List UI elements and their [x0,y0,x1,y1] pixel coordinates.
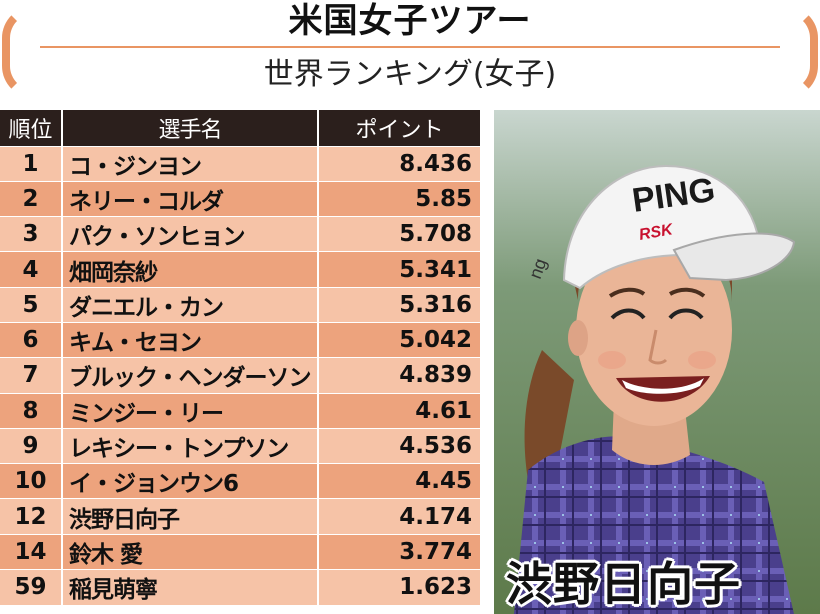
player-name-cell: パク・ソンヒョン [62,216,319,252]
points-cell: 4.174 [318,498,480,535]
points-cell: 5.708 [318,216,480,252]
points-cell: 4.536 [318,427,480,464]
rank-cell: 8 [0,392,63,429]
ranking-table: 順位 選手名 ポイント 1 コ・ジンヨン 8.436 2 ネリー・コルダ 5.8… [0,110,480,605]
rank-cell: 1 [0,145,63,182]
table-row: 3 パク・ソンヒョン 5.708 [0,216,480,252]
points-cell: 4.61 [318,392,480,429]
cap-brim [672,232,796,282]
right-cheek [688,351,716,369]
table-row: 7 ブルック・ヘンダーソン 4.839 [0,357,480,394]
points-cell: 4.45 [318,463,480,499]
points-cell: 8.436 [318,145,480,182]
points-cell: 5.85 [318,180,480,217]
player-name-cell: イ・ジョンウン6 [62,463,319,499]
table-row: 59 稲見萌寧 1.623 [0,569,480,605]
page-title: 米国女子ツアー [288,1,532,41]
player-name-cell: 稲見萌寧 [62,569,319,605]
table-row: 8 ミンジー・リー 4.61 [0,392,480,429]
table-header-row: 順位 選手名 ポイント [0,110,480,146]
points-cell: 1.623 [318,569,480,605]
photo-caption: 渋野日向子 [506,557,741,611]
table-row: 5 ダニエル・カン 5.316 [0,286,480,323]
rank-cell: 10 [0,463,63,499]
cap-sponsor-text: RSK [638,221,676,244]
table-row: 6 キム・セヨン 5.042 [0,321,480,358]
player-name-cell: 鈴木 愛 [62,533,319,570]
player-name-cell: ネリー・コルダ [62,180,319,217]
rank-cell: 5 [0,286,63,323]
rank-cell: 6 [0,321,63,358]
points-cell: 5.042 [318,321,480,358]
player-photo-illustration: PING RSK ng [494,110,820,614]
points-cell: 5.341 [318,251,480,288]
player-name-cell: ミンジー・リー [62,392,319,429]
rank-cell: 4 [0,251,63,288]
left-bracket-decoration [2,6,34,98]
table-row: 10 イ・ジョンウン6 4.45 [0,463,480,499]
header: 米国女子ツアー 世界ランキング(女子) [0,0,820,108]
rank-cell: 12 [0,498,63,535]
ear [568,320,588,356]
right-eye [668,308,704,320]
player-name-cell: コ・ジンヨン [62,145,319,182]
header-name: 選手名 [62,110,319,146]
page-subtitle: 世界ランキング(女子) [263,57,557,92]
player-name-cell: ブルック・ヘンダーソン [62,357,319,394]
player-name-cell: レキシー・トンプソン [62,427,319,464]
left-eye [610,308,646,320]
table-row: 14 鈴木 愛 3.774 [0,533,480,570]
rank-cell: 2 [0,180,63,217]
cap [562,164,762,290]
points-cell: 4.839 [318,357,480,394]
rank-cell: 7 [0,357,63,394]
rank-cell: 3 [0,216,63,252]
header-rank: 順位 [0,110,63,146]
points-cell: 3.774 [318,533,480,570]
nose [648,329,668,365]
player-photo: PING RSK ng [494,110,820,614]
player-name-cell: 畑岡奈紗 [62,251,319,288]
player-name-cell: 渋野日向子 [62,498,319,535]
table-row: 1 コ・ジンヨン 8.436 [0,145,480,182]
player-name-cell: キム・セヨン [62,321,319,358]
teeth [622,378,704,394]
rank-cell: 9 [0,427,63,464]
plaid-shirt [514,436,794,614]
table-row: 4 畑岡奈紗 5.341 [0,251,480,288]
rank-cell: 14 [0,533,63,570]
title-divider [40,46,780,48]
points-cell: 5.316 [318,286,480,323]
left-eyebrow [608,287,646,298]
right-bracket-decoration [786,6,818,98]
rank-cell: 59 [0,569,63,605]
left-cheek [598,351,626,369]
header-points: ポイント [318,110,480,146]
table-row: 9 レキシー・トンプソン 4.536 [0,427,480,464]
player-name-cell: ダニエル・カン [62,286,319,323]
table-row: 2 ネリー・コルダ 5.85 [0,180,480,217]
right-eyebrow [668,287,706,298]
table-row: 12 渋野日向子 4.174 [0,498,480,535]
